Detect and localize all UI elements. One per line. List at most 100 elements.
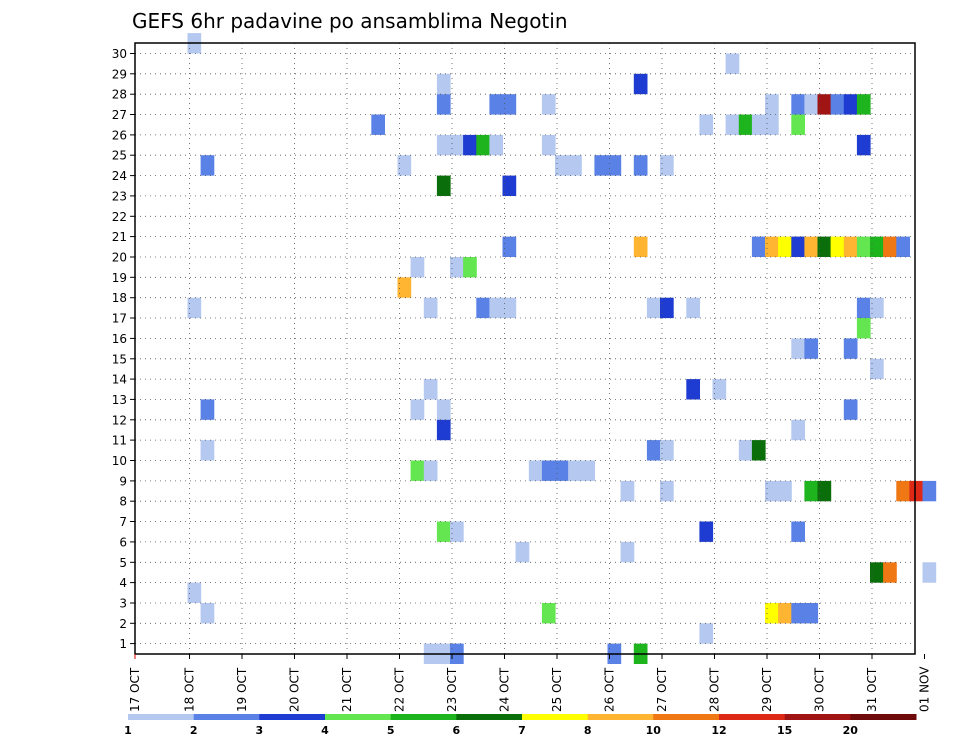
data-cell	[896, 480, 910, 502]
data-cell	[607, 155, 622, 176]
data-cell	[686, 297, 700, 319]
data-cell	[187, 297, 202, 319]
data-cell	[791, 603, 805, 624]
data-cell	[436, 419, 451, 441]
data-cell	[200, 603, 215, 624]
data-cell	[725, 53, 740, 74]
y-tick-label: 18	[112, 291, 127, 305]
x-tick-label: 23 OCT	[445, 667, 459, 712]
data-cell	[856, 236, 871, 257]
data-cell	[397, 155, 412, 176]
colorbar-swatch	[193, 714, 260, 720]
colorbar-swatch	[587, 714, 654, 720]
data-cell	[804, 603, 819, 624]
colorbar-swatch	[719, 714, 786, 720]
y-tick-label: 27	[112, 108, 127, 122]
colorbar: 1 2 3 4 5 6 7 8 10 12 15 20	[124, 714, 917, 737]
data-cell	[555, 460, 569, 481]
data-cell	[817, 480, 832, 502]
data-cell	[791, 94, 805, 115]
y-tick-label: 25	[112, 149, 127, 163]
data-cell	[751, 440, 766, 461]
colorbar-label: 1	[124, 724, 132, 737]
data-cell	[712, 379, 727, 400]
colorbar-swatch	[325, 714, 392, 720]
data-cell	[856, 297, 871, 319]
data-cell	[765, 480, 779, 502]
y-tick-label: 8	[119, 495, 127, 509]
data-cell	[436, 134, 451, 156]
data-cell	[541, 134, 556, 156]
colorbar-swatch	[784, 714, 851, 720]
data-cell	[765, 603, 779, 624]
data-cell	[699, 623, 714, 644]
colorbar-swatch	[850, 714, 917, 720]
data-cell	[646, 297, 661, 319]
data-cell	[725, 114, 740, 135]
data-cell	[450, 134, 464, 156]
data-cell	[450, 257, 464, 278]
data-cell	[436, 399, 451, 420]
colorbar-label: 3	[255, 724, 263, 737]
data-cell	[896, 236, 910, 257]
y-tick-label: 24	[112, 169, 127, 183]
data-cell	[856, 134, 871, 156]
data-cell	[686, 379, 700, 400]
colorbar-swatch	[522, 714, 589, 720]
y-tick-label: 11	[112, 434, 127, 448]
data-cell	[476, 134, 490, 156]
data-cell	[922, 480, 937, 502]
data-cell	[870, 236, 884, 257]
x-tick-label: 28 OCT	[708, 667, 722, 712]
x-tick-label: 20 OCT	[288, 667, 302, 712]
x-tick-label: 19 OCT	[235, 667, 249, 712]
data-cell	[870, 562, 884, 583]
y-tick-label: 3	[119, 597, 127, 611]
data-cell	[502, 297, 517, 319]
colorbar-swatch	[653, 714, 720, 720]
y-tick-label: 10	[112, 454, 127, 468]
y-tick-label: 21	[112, 230, 127, 244]
data-cell	[541, 603, 556, 624]
data-cell	[843, 94, 858, 115]
data-cell	[620, 480, 635, 502]
data-cell	[436, 94, 451, 115]
data-cell	[909, 480, 924, 502]
y-tick-label: 15	[112, 352, 127, 366]
data-cell	[450, 521, 464, 542]
data-cell	[883, 562, 897, 583]
colorbar-label: 7	[518, 724, 526, 737]
data-cell	[922, 562, 937, 583]
y-tick-label: 1	[119, 637, 127, 651]
data-cell	[791, 236, 805, 257]
data-cell	[699, 114, 714, 135]
data-cell	[817, 94, 832, 115]
data-cell	[581, 460, 595, 481]
y-tick-label: 12	[112, 413, 127, 427]
plot-frame	[134, 42, 916, 655]
x-tick-label: 30 OCT	[813, 667, 827, 712]
y-tick-label: 9	[119, 474, 127, 488]
colorbar-label: 12	[711, 724, 726, 737]
y-tick-label: 13	[112, 393, 127, 407]
data-cell	[738, 114, 753, 135]
x-tick-label: 27 OCT	[655, 667, 669, 712]
y-tick-label: 2	[119, 617, 127, 631]
data-cell	[765, 94, 779, 115]
data-cell	[515, 541, 530, 563]
data-cell	[410, 399, 425, 420]
data-cell	[856, 318, 871, 339]
x-tick-label: 25 OCT	[550, 667, 564, 712]
data-cell	[489, 297, 504, 319]
data-cell	[633, 73, 648, 95]
colorbar-label: 6	[452, 724, 460, 737]
data-cell	[843, 236, 858, 257]
y-tick-label: 6	[119, 535, 127, 549]
data-cell	[856, 94, 871, 115]
data-cell	[830, 236, 845, 257]
y-tick-label: 7	[119, 515, 127, 529]
x-tick-label: 26 OCT	[603, 667, 617, 712]
data-cell	[502, 175, 517, 196]
data-cell	[423, 297, 438, 319]
data-cell	[778, 603, 792, 624]
